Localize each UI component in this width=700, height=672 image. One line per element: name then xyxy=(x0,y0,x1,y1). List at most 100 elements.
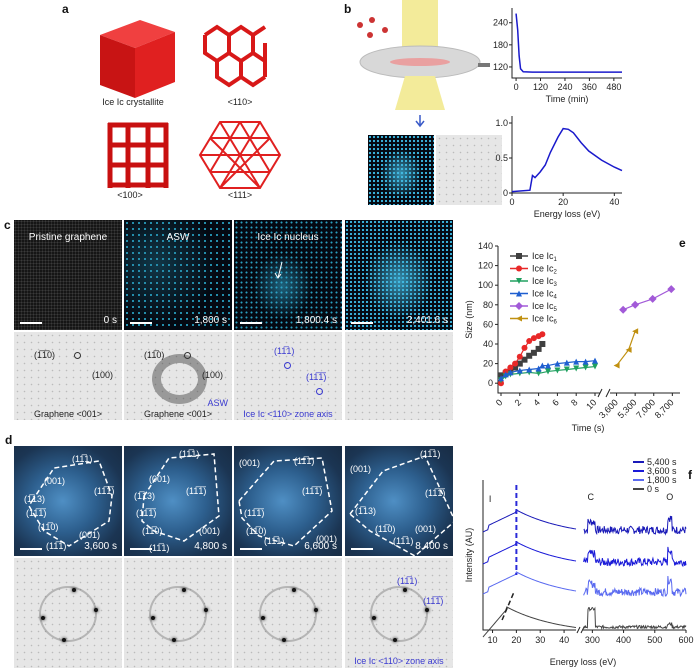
data-point xyxy=(516,278,522,284)
fft-pattern xyxy=(234,558,342,668)
facet-label: (11̅1) xyxy=(46,541,67,551)
dashed-boundary xyxy=(28,460,113,547)
x-tick-label: 3,600 xyxy=(597,397,620,420)
diffraction-spot xyxy=(261,616,265,620)
zone-axis-caption: Graphene <001> xyxy=(33,409,103,419)
facet-label: (11̅1̅) xyxy=(425,488,446,498)
diffraction-spot xyxy=(94,608,98,612)
data-point xyxy=(502,371,509,378)
data-point xyxy=(667,285,676,294)
diffraction-spot xyxy=(393,638,397,642)
x-tick-label: 0 xyxy=(494,397,505,408)
diffraction-spot xyxy=(403,588,407,592)
legend-subscript: 1 xyxy=(554,257,558,263)
facet-label: (11̅1) xyxy=(179,449,200,459)
fft-pattern: (11̅0) (100) ASW Graphene <001> xyxy=(124,332,232,420)
image-title: Pristine graphene xyxy=(28,232,108,243)
data-point xyxy=(530,349,537,356)
facet-label: (001) xyxy=(316,534,338,544)
fft-pattern: (11̅1) (11̅1̅) Ice Ic <110> zone axis xyxy=(345,558,453,668)
facet-label: (11̅1) xyxy=(393,536,414,546)
ice-crystal-image: (11̅1) (001) (1̅13) (11̅1̅) (11̅1̅) (11̅0) (00… xyxy=(124,446,232,556)
diffraction-spot xyxy=(72,588,76,592)
x-tick-label: 360 xyxy=(582,82,597,92)
facet-outline xyxy=(141,453,220,542)
x-tick-label: 400 xyxy=(616,635,631,645)
x-tick-label: 30 xyxy=(535,635,545,645)
series-ice-ic2 xyxy=(498,331,546,387)
x-tick-label: 6 xyxy=(550,397,561,408)
y-tick-label: 240 xyxy=(493,18,508,28)
y-axis-label: Size (nm) xyxy=(464,300,474,339)
data-point xyxy=(545,362,551,369)
data-point xyxy=(507,364,514,371)
data-point xyxy=(592,363,598,370)
series-ice-ic5 xyxy=(619,285,676,314)
x-axis-label: Energy loss (eV) xyxy=(550,657,617,667)
x-tick-label: 300 xyxy=(585,635,600,645)
x-tick-label: 8,700 xyxy=(653,397,676,420)
y-tick-label: 80 xyxy=(483,300,493,310)
axes xyxy=(482,480,686,631)
zone-axis-caption: Ice Ic <110> zone axis xyxy=(354,656,444,666)
data-point xyxy=(507,369,514,376)
facet-outline xyxy=(28,460,113,547)
timestamp: 1,800 s xyxy=(194,315,227,326)
legend-subscript: 2 xyxy=(554,270,558,276)
series-line-core-loss xyxy=(583,575,687,598)
data-point xyxy=(516,265,522,272)
facet-label: (11̅1) xyxy=(294,456,315,466)
legend-label: 0 s xyxy=(647,484,660,494)
series-line-core-loss xyxy=(583,606,687,630)
chart-eels-series: 10 20 30 40 300 400 500 600 Energy loss (eV) Inte… xyxy=(464,457,694,667)
diffraction-spot xyxy=(62,638,66,642)
scale-bar xyxy=(130,548,152,550)
diffraction-spot xyxy=(204,608,208,612)
ice-crystal-image: (11̅1) (001) (1̅13) (11̅1̅) (11̅0) (001) (11̅1… xyxy=(14,446,122,556)
spot-circle xyxy=(184,352,191,359)
spot-circle xyxy=(316,388,323,395)
diffraction-pattern xyxy=(436,135,502,205)
data-point xyxy=(535,370,542,377)
facet-label: (001) xyxy=(239,458,261,468)
ice-111-model xyxy=(198,121,282,189)
x-tick-label: 500 xyxy=(647,635,662,645)
microscope-schematic xyxy=(357,0,490,128)
scale-bar xyxy=(240,548,262,550)
y-tick-label: 120 xyxy=(493,62,508,72)
data-point xyxy=(554,360,561,367)
timestamp: 8,400 s xyxy=(415,541,448,552)
x-axis-label: Energy loss (eV) xyxy=(534,209,601,219)
data-point xyxy=(539,362,546,369)
diffraction-spot xyxy=(151,616,155,620)
y-tick-label: 140 xyxy=(478,241,493,251)
data-point xyxy=(516,253,522,259)
series-line-low-loss xyxy=(482,571,577,595)
panel-d-label: d xyxy=(5,433,13,447)
data-point xyxy=(526,366,533,373)
panel-b-label: b xyxy=(344,2,352,16)
x-tick-label: 40 xyxy=(609,197,619,207)
caption-111: <111> xyxy=(227,190,253,200)
data-point xyxy=(592,357,598,364)
facet-label: (001) xyxy=(44,476,66,486)
series-line xyxy=(622,288,672,311)
arrow-down-icon xyxy=(415,115,425,128)
facet-label: (11̅1̅) xyxy=(244,508,265,518)
x-axis-label: Time (min) xyxy=(546,94,589,104)
facet-label: (11̅0) xyxy=(246,526,267,536)
spot-circle xyxy=(284,362,291,369)
legend-label: Ice Ic6 xyxy=(532,314,558,326)
image-title: Ice Ic nucleus xyxy=(257,232,319,243)
y-tick-label: 20 xyxy=(483,359,493,369)
data-point xyxy=(573,358,580,365)
y-tick-label: 0 xyxy=(488,378,493,388)
data-point xyxy=(512,364,519,371)
data-point xyxy=(526,338,533,345)
facet-label: (11̅0) xyxy=(142,526,163,536)
x-tick-label: 2 xyxy=(513,397,524,408)
legend-label: Ice Ic1 xyxy=(532,251,558,263)
data-point xyxy=(631,300,640,309)
y-tick-label: 1.0 xyxy=(495,118,508,128)
facet-label: (11̅0) xyxy=(38,522,59,532)
